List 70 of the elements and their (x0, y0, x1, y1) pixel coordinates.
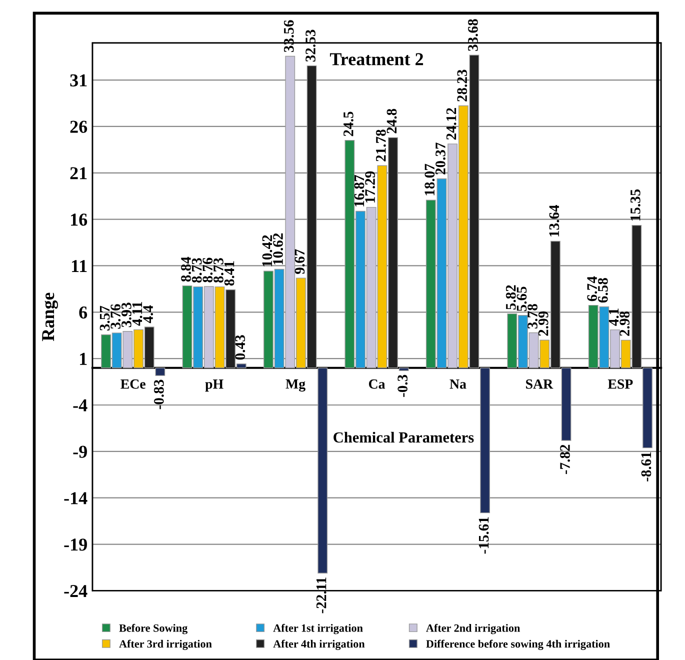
data-label: 8.84 (181, 256, 191, 282)
data-label: 0.43 (235, 335, 246, 360)
data-label: 3.93 (122, 302, 132, 328)
data-label: -7.82 (560, 444, 570, 474)
x-tick-label: ECe (120, 379, 146, 389)
data-label: 2.99 (538, 311, 548, 336)
data-label: 4.11 (132, 302, 142, 326)
y-tick-label: 16 (71, 214, 88, 226)
data-label: 6.58 (598, 278, 608, 303)
legend-label: After 2nd irrigation (426, 624, 520, 634)
data-label: 28.23 (457, 70, 468, 102)
data-label: 10.42 (262, 235, 272, 266)
y-tick-label: 1 (80, 352, 87, 365)
data-label: -22.11 (316, 578, 326, 614)
data-label: 3.57 (100, 306, 110, 330)
y-tick-label: 26 (70, 120, 88, 133)
data-label: 24.12 (446, 108, 456, 140)
data-label: 5.82 (506, 285, 516, 310)
data-label: 24.5 (344, 112, 354, 136)
x-tick-label: ESP (608, 379, 633, 389)
y-tick-label: 21 (70, 167, 87, 180)
data-label: 13.64 (549, 204, 560, 236)
data-label: 20.37 (436, 142, 446, 174)
data-label: 2.98 (620, 311, 630, 336)
y-tick-label: -4 (73, 399, 88, 412)
data-label: 17.29 (365, 171, 376, 202)
x-tick-label: Na (450, 380, 466, 389)
y-tick-label: 31 (70, 74, 87, 86)
x-tick-label: Ca (368, 379, 386, 389)
data-label: 33.56 (284, 20, 294, 52)
data-label: -0.83 (154, 380, 164, 410)
data-label: 9.67 (294, 249, 305, 274)
x-tick-label: Mg (286, 379, 306, 392)
legend-label: Difference before sowing 4th irrigation (426, 640, 610, 650)
data-label: 5.65 (516, 286, 527, 312)
data-label: 3.76 (110, 304, 121, 329)
data-label: -15.61 (478, 517, 489, 554)
data-label: 16.87 (354, 175, 364, 206)
x-tick-label: SAR (526, 379, 554, 389)
y-tick-label: 11 (72, 260, 87, 272)
data-label: -8.61 (641, 452, 652, 482)
legend-label: After 3rd irrigation (119, 640, 212, 650)
data-label: 8.73 (192, 258, 202, 283)
legend-label: After 1st irrigation (273, 624, 363, 634)
chart-title: Treatment 2 (330, 53, 424, 66)
legend-label: After 4th irrigation (273, 640, 365, 650)
data-label: 32.53 (306, 30, 316, 62)
y-tick-label: 6 (79, 306, 88, 319)
data-label: 4.4 (143, 305, 154, 324)
y-tick-label: -9 (73, 446, 87, 458)
data-label: 24.8 (386, 108, 397, 134)
data-label: 21.78 (376, 130, 386, 162)
data-label: 4.1 (608, 308, 619, 326)
data-label: -0.3 (398, 374, 408, 397)
x-tick-label: pH (205, 380, 224, 392)
y-axis-title: Range (42, 292, 58, 342)
data-label: 10.62 (273, 233, 283, 264)
x-axis-title: Chemical Parameters (334, 432, 474, 443)
data-label: 8.73 (214, 258, 224, 283)
data-label: 18.07 (424, 164, 435, 196)
data-label: 8.76 (202, 258, 213, 282)
y-tick-label: -19 (64, 538, 87, 551)
data-label: 33.68 (468, 19, 478, 51)
y-tick-label: -24 (64, 585, 88, 597)
data-label: 3.78 (528, 304, 538, 329)
legend-label: Before Sowing (119, 624, 188, 634)
data-label: 8.41 (224, 261, 234, 286)
y-tick-label: -14 (64, 492, 88, 504)
data-label: 6.74 (587, 276, 598, 302)
data-label: 15.35 (630, 189, 640, 220)
